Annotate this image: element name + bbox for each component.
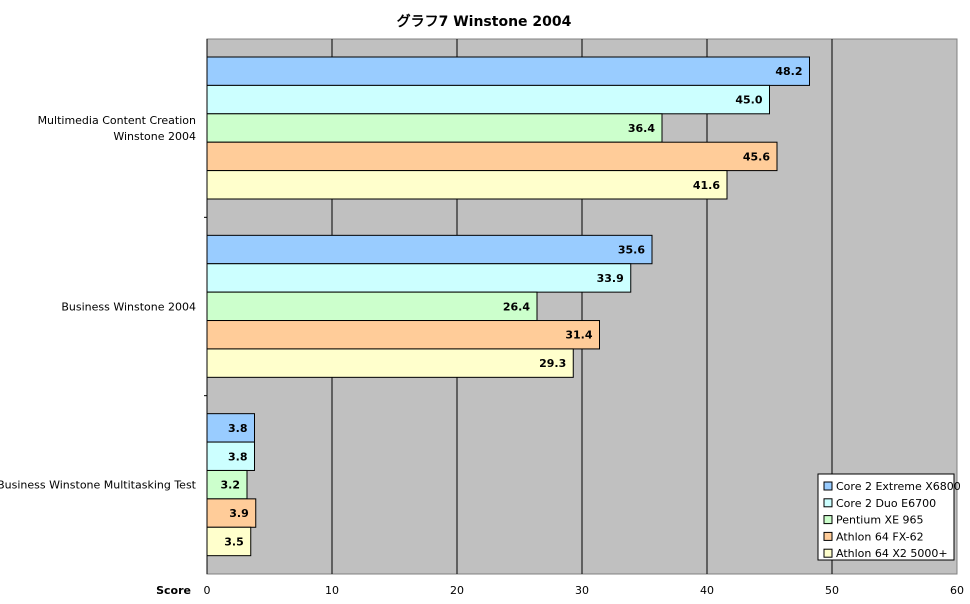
bar-value-label: 3.2: [221, 479, 241, 492]
category-label-line: Business Winstone Multitasking Test: [0, 479, 197, 492]
x-axis-label: Score: [156, 584, 191, 597]
bar: [206, 320, 600, 350]
chart-title: グラフ7 Winstone 2004: [397, 13, 572, 30]
bar: [206, 113, 663, 143]
bar: [206, 170, 728, 200]
legend-swatch: [823, 531, 833, 541]
bar-value-label: 45.0: [735, 94, 762, 107]
bar-value-label: 3.9: [229, 507, 249, 520]
plot-area: 0 10 20 30 40 50 60 Multimedia Content Creation…: [0, 38, 964, 597]
legend-entry: Core 2 Duo E6700: [836, 497, 936, 510]
bar: [206, 348, 574, 378]
bar-value-label: 45.6: [743, 150, 770, 163]
x-tick-label: 20: [450, 584, 464, 597]
category-label: Business Winstone 2004: [61, 300, 196, 313]
x-tick-label: 50: [825, 584, 839, 597]
bar-value-label: 29.3: [539, 357, 566, 370]
legend-entry: Core 2 Extreme X6800: [836, 480, 961, 493]
bar: [206, 84, 770, 115]
legend-swatch: [823, 498, 833, 508]
bar: [206, 526, 252, 557]
category-label-line: Business Winstone 2004: [61, 300, 196, 313]
legend-entry: Pentium XE 965: [836, 514, 924, 527]
legend-box: [817, 473, 955, 561]
bar-value-label: 3.5: [224, 535, 244, 548]
bar-value-label: 35.6: [618, 244, 645, 257]
category-label: Business Winstone Multitasking Test: [0, 479, 197, 492]
bar: [206, 234, 653, 265]
x-tick-label: 10: [325, 584, 339, 597]
bar: [206, 56, 810, 86]
x-tick-label: 40: [700, 584, 714, 597]
legend-entry: Athlon 64 FX-62: [836, 530, 924, 543]
legend-swatch: [823, 515, 833, 525]
legend-entry: Athlon 64 X2 5000+: [836, 547, 948, 560]
bar-value-label: 26.4: [503, 300, 530, 313]
x-tick-label: 30: [575, 584, 589, 597]
x-tick-label: 0: [204, 584, 211, 597]
bar: [206, 291, 538, 322]
bar: [206, 141, 778, 172]
bar: [206, 263, 632, 293]
bar: [206, 469, 248, 500]
bar-value-label: 36.4: [628, 122, 655, 135]
bar-value-label: 3.8: [228, 450, 248, 463]
legend-swatch: [823, 481, 833, 491]
category-label: Multimedia Content Creation Winstone 2004: [38, 114, 196, 143]
legend: Core 2 Extreme X6800 Core 2 Duo E6700 Pent…: [817, 473, 961, 561]
x-tick-label: 60: [950, 584, 964, 597]
bar-value-label: 41.6: [693, 179, 720, 192]
category-label-line: Winstone 2004: [113, 130, 196, 143]
bar-value-label: 31.4: [565, 329, 592, 342]
bar: [206, 441, 255, 471]
bar-value-label: 33.9: [597, 272, 624, 285]
bar-value-label: 3.8: [228, 422, 248, 435]
bar-value-label: 48.2: [775, 65, 802, 78]
legend-swatch: [823, 548, 833, 558]
bar: [206, 498, 257, 528]
category-label-line: Multimedia Content Creation: [38, 114, 196, 127]
